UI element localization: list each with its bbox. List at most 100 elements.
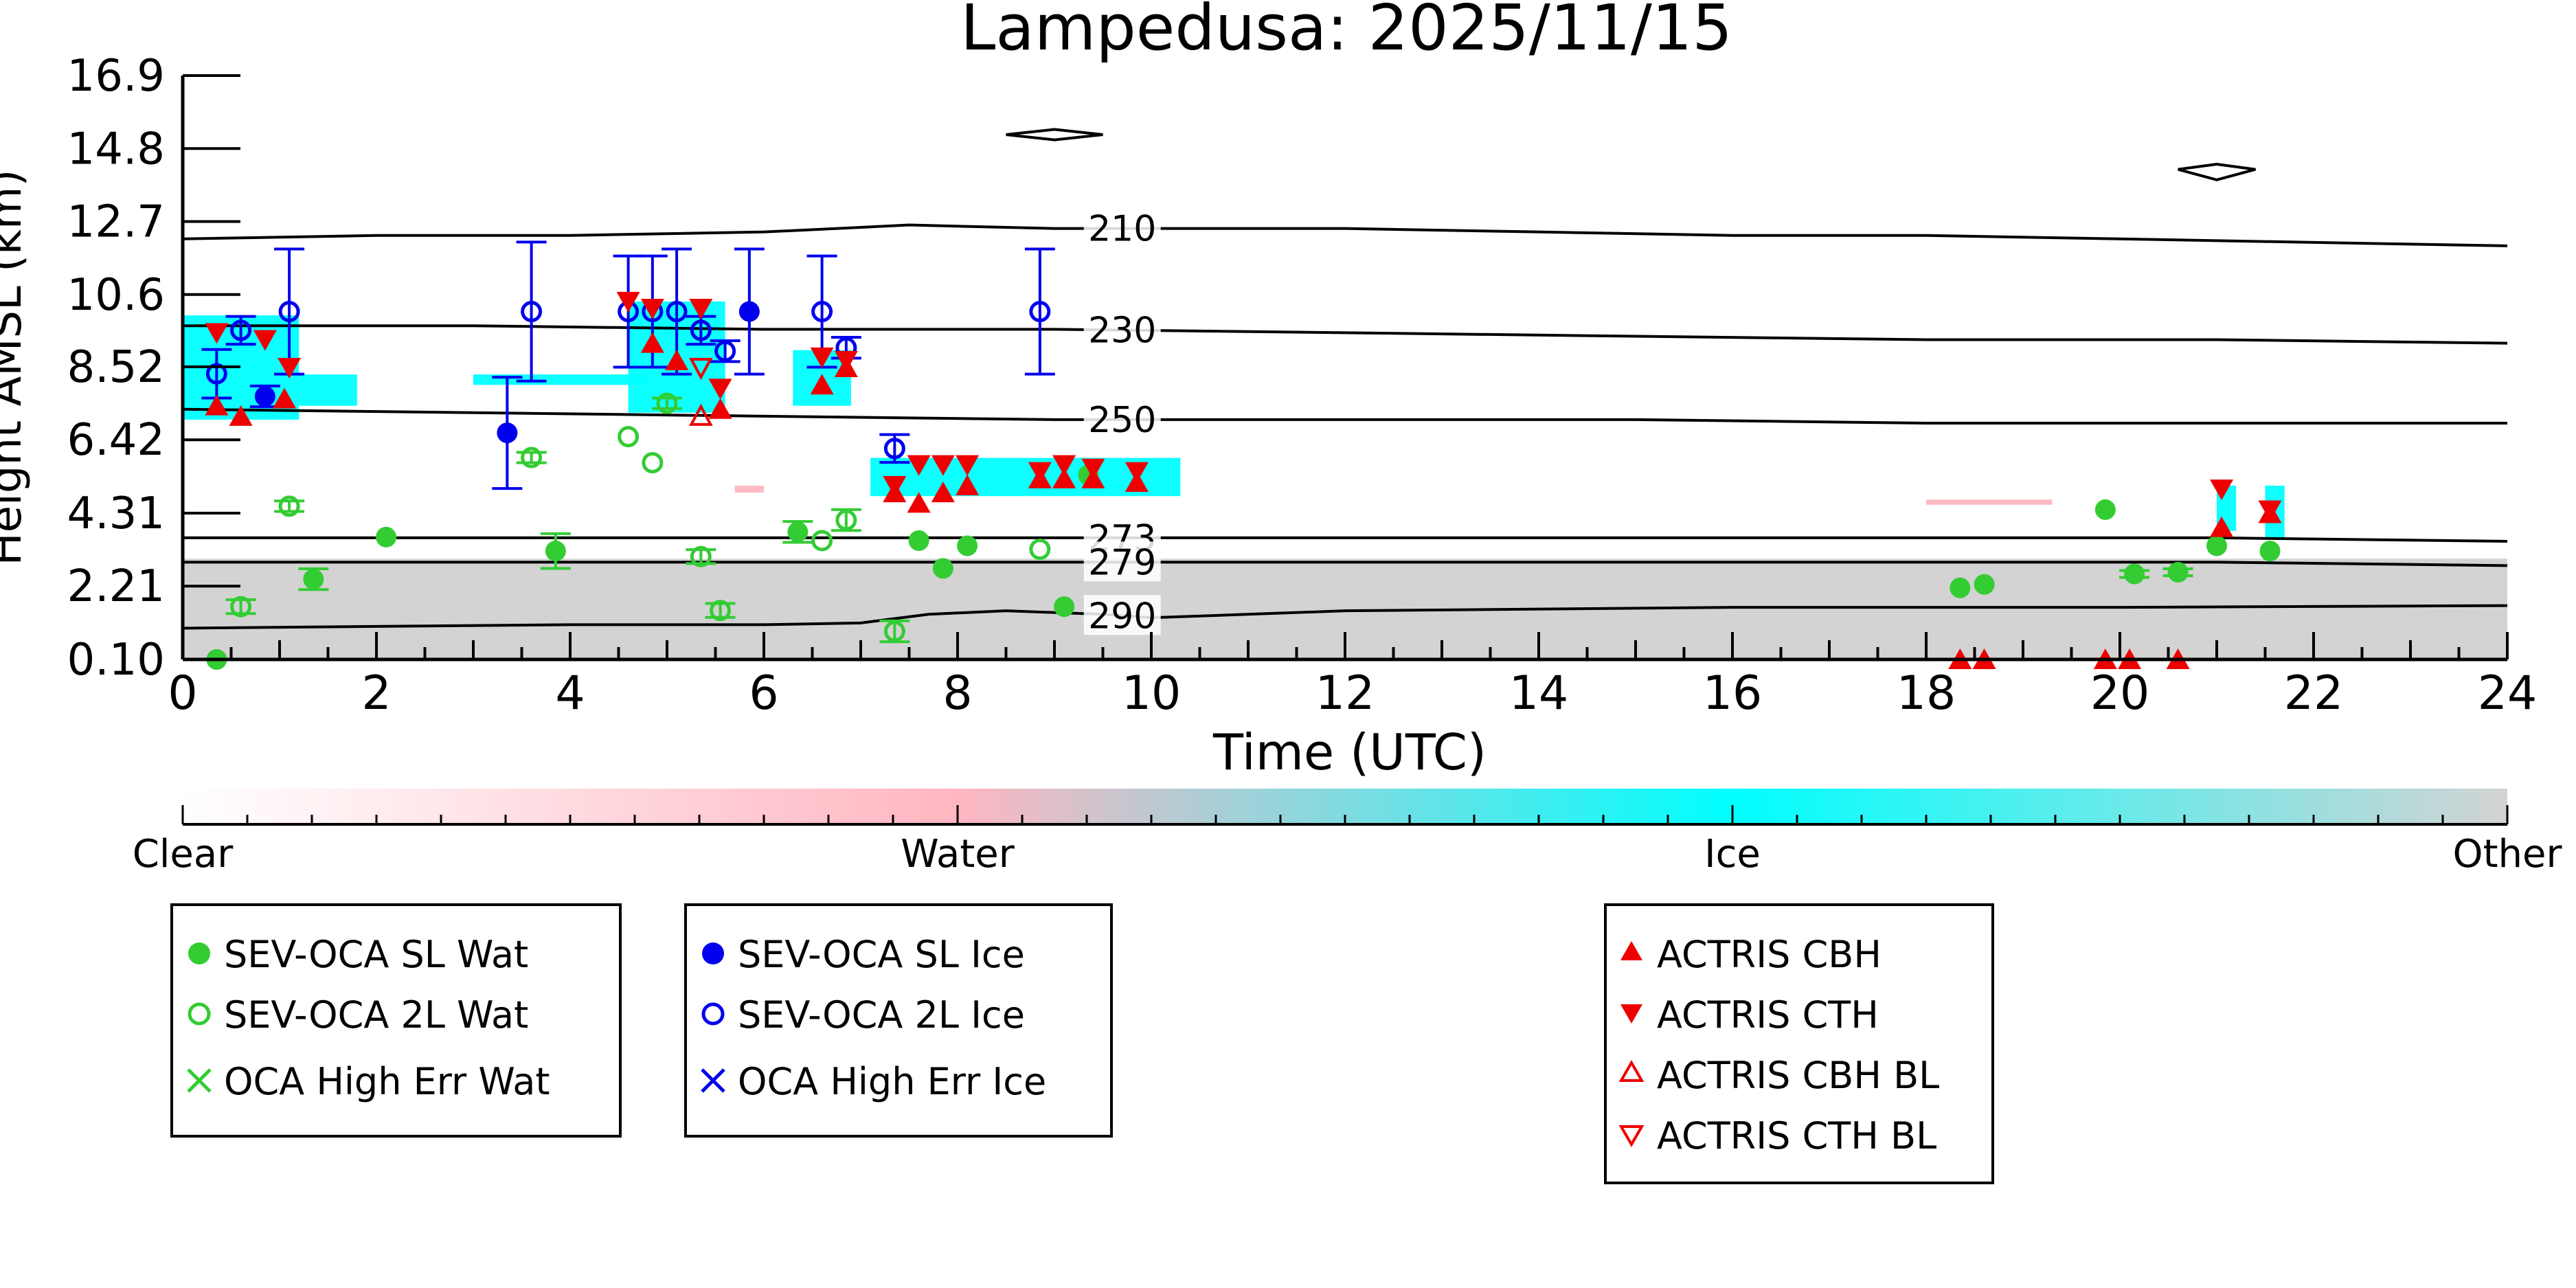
point-sev-oca-2l-wat	[656, 392, 678, 414]
point-actris-cth	[689, 298, 713, 319]
isotherm-label-bg	[1083, 398, 1161, 439]
legend-label: SEV-OCA SL Wat	[224, 933, 528, 976]
point-actris-cth	[1081, 458, 1105, 479]
point-sev-oca-sl-wat	[1974, 574, 1995, 595]
point-actris-cbh	[931, 482, 955, 503]
point-actris-cth	[708, 379, 732, 400]
point-sev-oca-sl-wat	[1950, 577, 1971, 598]
isotherm-279	[183, 561, 2508, 567]
isotherm-210	[182, 223, 2508, 247]
legend-label: ACTRIS CBH BL	[1657, 1054, 1939, 1097]
isotherm-273	[183, 536, 2508, 543]
y-ticks: 0.10 2.21 4.31 6.42 8.52 10.6 12.7 14.8 16.9	[67, 51, 240, 686]
y-tick-label: 2.21	[67, 561, 166, 612]
legend-marker-oca-high-err-wat	[187, 1068, 212, 1093]
point-sev-oca-2l-ice	[205, 363, 227, 385]
point-actris-cbh	[2210, 516, 2234, 537]
point-sev-oca-sl-wat	[545, 541, 566, 562]
legend-marker-sev-2l-wat	[188, 1002, 211, 1026]
point-actris-cth	[956, 455, 980, 476]
point-sev-oca-sl-wat	[957, 535, 978, 556]
contour-1	[2178, 162, 2256, 181]
point-actris-cbh	[229, 405, 253, 426]
point-sev-oca-sl-wat	[303, 569, 324, 590]
chart-title: Lampedusa: 2025/11/15	[960, 0, 1732, 65]
legend-marker-sev-sl-wat	[188, 942, 210, 964]
legend-label: ACTRIS CTH BL	[1657, 1114, 1936, 1157]
isotherm-290	[182, 604, 2508, 630]
point-sev-oca-sl-ice	[738, 301, 760, 322]
isotherm-label-279: 279	[1088, 542, 1156, 583]
x-tick-label: 2	[361, 666, 391, 721]
legend-marker-oca-high-err-ice	[701, 1068, 725, 1093]
point-sev-oca-2l-wat	[883, 620, 905, 642]
point-actris-cth	[1028, 462, 1052, 483]
point-actris-cth	[640, 298, 664, 319]
legend-label: SEV-OCA 2L Wat	[224, 993, 528, 1037]
point-actris-cth	[883, 476, 907, 497]
x-tick-label: 4	[555, 666, 585, 721]
x-ticks: 0 2 4 6 8 10 12 14 16 18 20 22 24	[168, 632, 2537, 721]
x-axis-label: Time (UTC)	[1212, 723, 1487, 781]
legend-box-water: SEV-OCA SL Wat SEV-OCA 2L Wat OCA High E…	[170, 903, 622, 1138]
region-water-10	[734, 486, 764, 493]
x-tick-label: 24	[2478, 666, 2538, 721]
point-actris-cbh	[810, 374, 834, 395]
point-actris-cbh	[907, 492, 931, 513]
legend-label: OCA High Err Ice	[738, 1060, 1046, 1103]
point-actris-cth	[278, 358, 302, 379]
legend-label: ACTRIS CTH	[1657, 993, 1879, 1037]
y-tick-label: 10.6	[67, 270, 166, 321]
region-ice-2	[299, 374, 357, 406]
legend-frame	[170, 903, 622, 1138]
point-sev-oca-2l-wat	[690, 545, 712, 567]
y-tick-label: 12.7	[67, 197, 166, 248]
point-actris-cth	[2210, 479, 2234, 501]
point-sev-oca-sl-wat	[787, 521, 809, 543]
region-water-9	[1926, 499, 2053, 505]
legend-marker-actris-cth	[1620, 1004, 1642, 1024]
point-sev-oca-2l-wat	[278, 495, 300, 517]
y-tick-label: 8.52	[67, 342, 166, 393]
point-sev-oca-sl-wat	[2167, 562, 2189, 583]
colorbar-label-other: Other	[2452, 832, 2562, 877]
point-sev-oca-2l-ice	[278, 301, 300, 323]
point-actris-cbh	[273, 387, 297, 409]
contour-0	[1006, 128, 1103, 142]
isotherm-label-230: 230	[1088, 310, 1156, 352]
isotherm-label-250: 250	[1088, 400, 1156, 441]
isotherm-label-bg	[1083, 207, 1161, 248]
point-sev-oca-sl-wat	[376, 526, 397, 547]
point-actris-cth	[834, 350, 858, 372]
legend-label: SEV-OCA 2L Ice	[738, 993, 1025, 1037]
colorbar-label-ice: Ice	[1704, 832, 1761, 877]
point-sev-oca-sl-wat	[908, 530, 929, 551]
isotherm-label-290: 290	[1088, 596, 1156, 637]
y-tick-label: 14.8	[67, 124, 166, 174]
point-sev-oca-sl-ice	[254, 385, 275, 407]
point-actris-cbh	[665, 349, 689, 370]
point-sev-oca-2l-ice	[521, 301, 543, 323]
isotherm-label-bg	[1083, 595, 1161, 635]
point-sev-oca-2l-ice	[714, 340, 736, 362]
x-tick-label: 12	[1315, 666, 1375, 721]
legend-frame	[1604, 903, 1994, 1184]
point-sev-oca-2l-wat	[230, 596, 252, 618]
colorbar-ticks	[181, 805, 2509, 824]
point-sev-oca-2l-wat	[521, 447, 543, 468]
legend-marker-sev-sl-ice	[702, 942, 724, 964]
colorbar-label-clear: Clear	[133, 832, 234, 877]
point-actris-cbh	[640, 332, 664, 353]
point-actris-cth-bl	[689, 358, 713, 381]
point-actris-cth	[205, 323, 229, 344]
point-sev-oca-2l-ice	[230, 319, 252, 341]
point-sev-oca-2l-ice	[666, 301, 688, 323]
point-actris-cbh	[956, 475, 980, 496]
x-tick-label: 6	[749, 666, 778, 721]
point-actris-cth	[907, 455, 931, 476]
data-markers	[205, 291, 2282, 670]
point-sev-oca-2l-wat	[642, 452, 664, 474]
